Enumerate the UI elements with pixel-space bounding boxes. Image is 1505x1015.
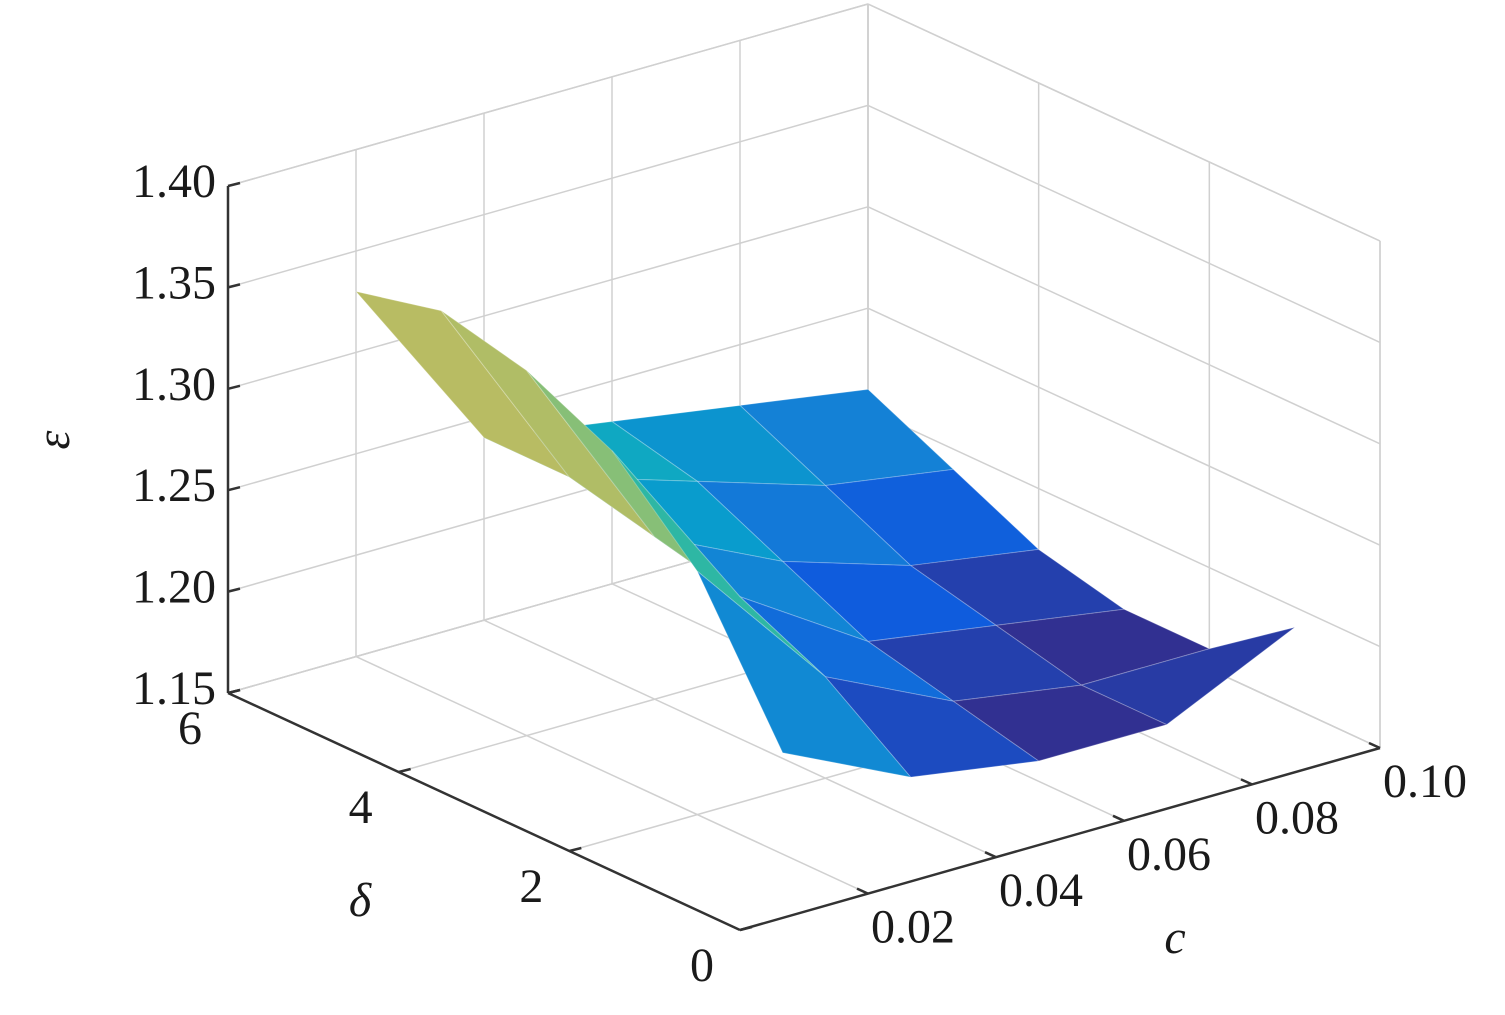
grid-line (867, 206, 1381, 445)
y-tick-label: 6 (178, 702, 202, 755)
tick-mark (227, 587, 241, 593)
x-tick-label: 0.06 (1127, 828, 1211, 881)
y-tick-label: 2 (519, 860, 543, 913)
tick-mark (984, 851, 997, 859)
surface-patch (738, 388, 955, 487)
tick-mark (398, 767, 411, 774)
grid-line (867, 3, 1381, 242)
y-axis (227, 691, 741, 932)
grid-line (227, 3, 869, 187)
y-axis-label: δ (349, 874, 372, 927)
z-tick-label: 1.30 (132, 358, 216, 411)
surface-patch (440, 310, 656, 538)
z-tick-label: 1.20 (132, 561, 216, 614)
tick-mark (227, 283, 241, 289)
x-axis (739, 746, 1381, 932)
surface-patch (696, 570, 912, 778)
grid-line (483, 619, 997, 858)
x-tick-label: 0.08 (1255, 791, 1339, 844)
grid-line (227, 104, 869, 289)
z-tick-label: 1.40 (132, 155, 216, 208)
grid-line (355, 655, 869, 895)
x-axis-label: c (1164, 911, 1185, 964)
tick-mark (227, 485, 241, 492)
tick-mark (1112, 814, 1125, 822)
y-tick-label: 4 (349, 781, 373, 834)
grid-line (867, 307, 1381, 546)
tick-mark (227, 384, 241, 391)
tick-mark (1368, 741, 1381, 750)
tick-mark (227, 181, 241, 188)
x-tick-label: 0.04 (999, 864, 1083, 917)
z-tick-label: 1.35 (132, 256, 216, 309)
tick-mark (856, 887, 869, 895)
grid-line (867, 408, 1381, 648)
grid-line (227, 206, 869, 390)
tick-mark (569, 846, 582, 853)
x-tick-label: 0.02 (871, 901, 955, 954)
x-tick-label: 0.10 (1383, 755, 1467, 808)
y-tick-label: 0 (690, 939, 714, 992)
z-axis-label: ε (27, 430, 80, 449)
tick-mark (227, 688, 241, 695)
z-tick-label: 1.15 (132, 662, 216, 715)
tick-mark (739, 925, 753, 932)
z-tick-label: 1.25 (132, 459, 216, 512)
surface-patch (824, 676, 1041, 778)
surface-patch (354, 290, 570, 478)
grid-line (867, 104, 1381, 344)
tick-mark (1240, 778, 1253, 786)
